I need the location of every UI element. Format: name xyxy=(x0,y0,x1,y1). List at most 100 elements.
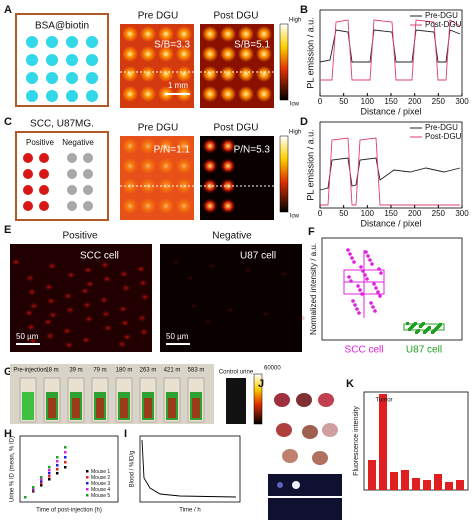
tube-signal xyxy=(168,398,176,418)
ratio: S/B=3.3 xyxy=(154,40,190,51)
cell xyxy=(121,284,131,292)
point xyxy=(351,299,355,303)
cell xyxy=(83,266,93,274)
bright-spot xyxy=(292,481,300,489)
spot xyxy=(122,46,138,62)
dot xyxy=(23,185,33,195)
point xyxy=(379,271,383,275)
cell xyxy=(99,296,109,304)
dot xyxy=(39,153,49,163)
point xyxy=(431,331,434,334)
bar xyxy=(456,480,464,490)
cell xyxy=(118,305,128,313)
spot xyxy=(220,46,236,62)
spot xyxy=(158,26,174,42)
bar xyxy=(379,394,387,490)
point xyxy=(365,277,369,281)
point xyxy=(371,305,375,309)
time-label: 180 m xyxy=(116,368,133,374)
image-title: Negative xyxy=(212,231,252,242)
point xyxy=(348,252,352,256)
dot xyxy=(46,36,58,48)
tube-content xyxy=(22,392,34,420)
group-label: Negative xyxy=(62,138,94,147)
panel-label: H xyxy=(4,428,12,440)
cell xyxy=(66,271,76,279)
spot xyxy=(220,158,236,174)
organ xyxy=(322,423,338,437)
cell xyxy=(298,315,306,321)
cell xyxy=(84,315,94,323)
spot xyxy=(158,198,174,214)
time-label: 583 m xyxy=(188,368,205,374)
tube-signal xyxy=(72,398,80,418)
colorbar-max: 60000 xyxy=(264,366,281,372)
panel-label: D xyxy=(300,116,308,128)
spot xyxy=(176,198,192,214)
spot xyxy=(176,26,192,42)
spot xyxy=(220,138,236,154)
spot xyxy=(122,198,138,214)
dot xyxy=(67,185,77,195)
panel-label: I xyxy=(124,428,127,440)
legend-label: Post-DGU xyxy=(425,20,462,29)
panel-label: J xyxy=(258,378,264,390)
time-label: 39 m xyxy=(69,368,82,374)
bars xyxy=(368,394,464,490)
spot xyxy=(122,158,138,174)
point xyxy=(64,456,67,459)
dot xyxy=(66,54,78,66)
point xyxy=(32,486,35,489)
spot xyxy=(140,138,156,154)
tube-signal xyxy=(96,398,104,418)
colorbar xyxy=(279,23,289,101)
spot xyxy=(202,66,218,82)
organ xyxy=(282,449,298,463)
spot xyxy=(256,86,272,102)
point xyxy=(373,309,377,313)
colorbar xyxy=(253,373,263,425)
spot xyxy=(140,158,156,174)
colorbar-label: low xyxy=(290,214,300,220)
cell-label: SCC cell xyxy=(80,251,119,262)
bar xyxy=(412,478,420,490)
spot xyxy=(158,46,174,62)
legend-label: Post-DGU xyxy=(425,132,462,141)
cell xyxy=(25,274,35,282)
point xyxy=(358,288,362,292)
dot xyxy=(39,201,49,211)
legend-label: Pre-DGU xyxy=(425,123,458,132)
cell xyxy=(81,336,91,344)
curve xyxy=(319,157,461,191)
spot xyxy=(202,158,218,174)
point xyxy=(64,466,67,469)
dot xyxy=(66,90,78,102)
time-label: 263 m xyxy=(140,368,157,374)
point xyxy=(406,322,409,325)
spots xyxy=(122,26,272,102)
cell xyxy=(137,314,147,322)
spot xyxy=(277,482,283,488)
cell xyxy=(65,306,75,314)
cell xyxy=(139,328,149,336)
image-title: Pre DGU xyxy=(138,123,179,134)
panel-label: F xyxy=(308,226,315,238)
x-tick-label: 50 xyxy=(339,209,348,218)
x-axis-label: Distance / pixel xyxy=(360,218,421,228)
spot xyxy=(238,26,254,42)
bar-label: Tumor xyxy=(375,398,392,404)
point xyxy=(48,469,51,472)
spot xyxy=(158,66,174,82)
dot-grid xyxy=(26,36,98,102)
point xyxy=(356,284,360,288)
cell xyxy=(226,307,234,313)
legend-swatch xyxy=(86,488,89,491)
cell xyxy=(64,341,74,349)
x-tick-label: 100 xyxy=(361,209,375,218)
cell xyxy=(29,302,39,310)
cell xyxy=(48,311,58,319)
dot xyxy=(83,201,93,211)
time-label: 79 m xyxy=(93,368,106,374)
tube-signal xyxy=(120,398,128,418)
